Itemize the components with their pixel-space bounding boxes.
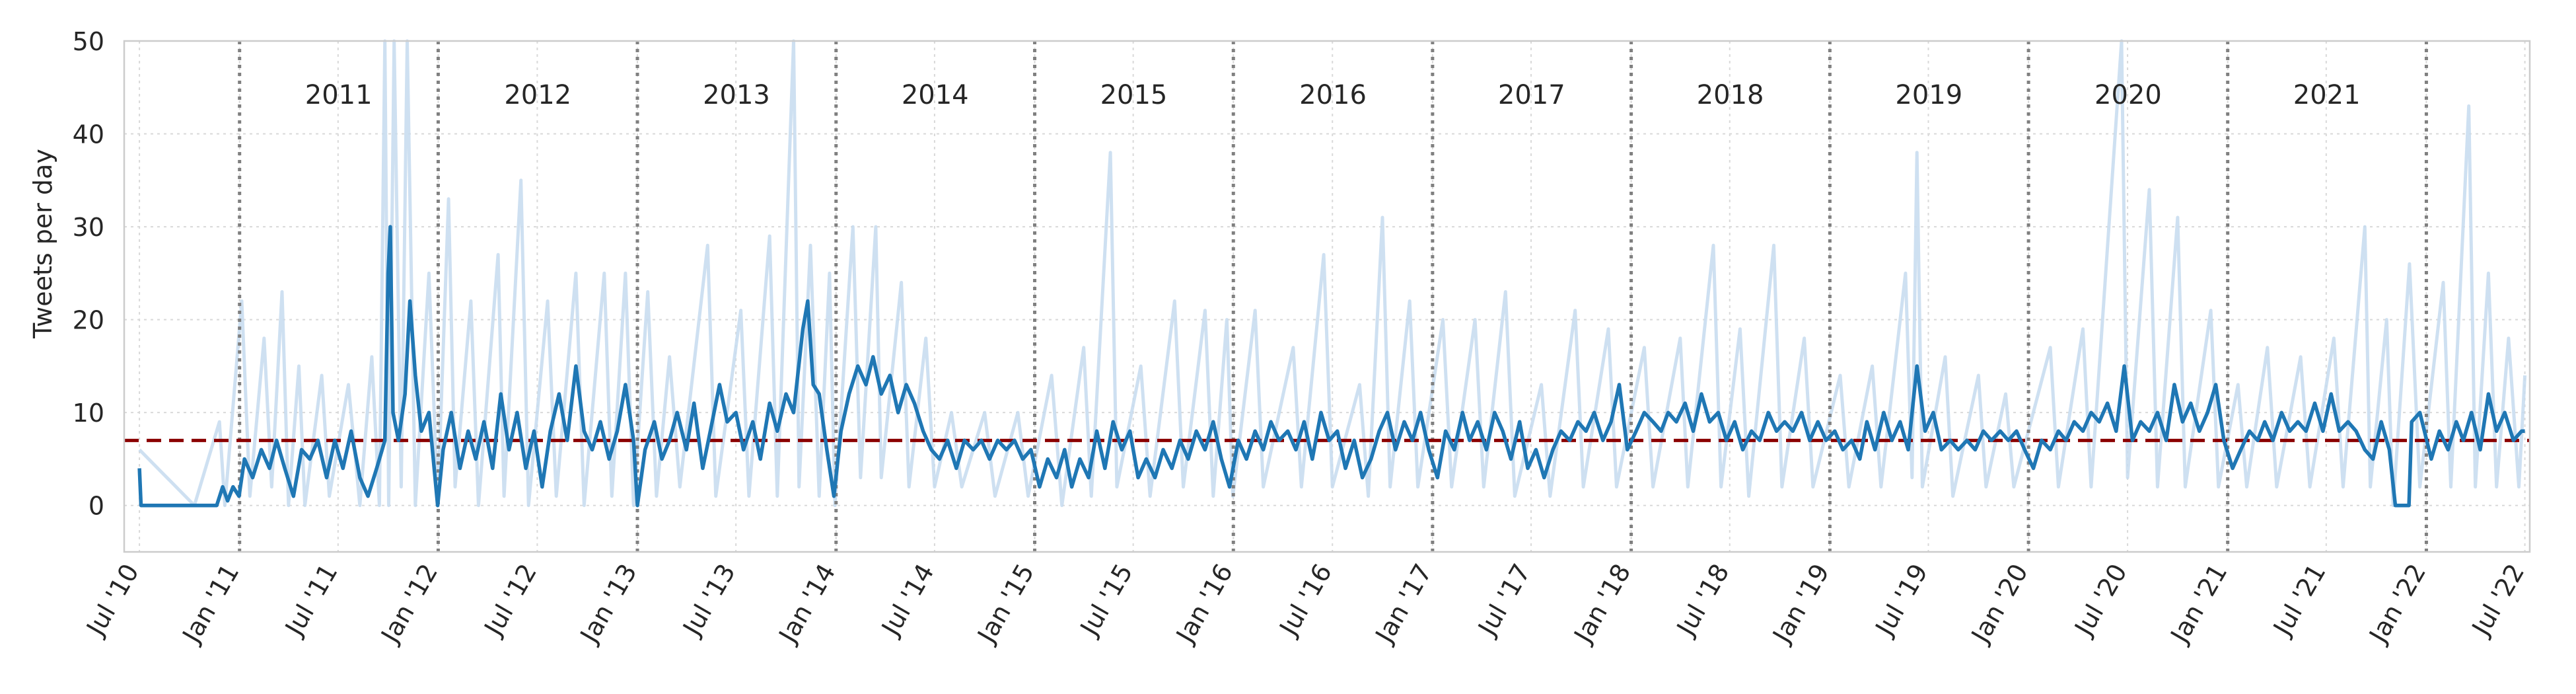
x-tick-label: Jul '15 <box>1074 559 1138 642</box>
plot-background <box>124 41 2530 552</box>
smoothed-line-layer <box>137 225 2525 508</box>
x-tick-label: Jan '15 <box>971 559 1040 649</box>
x-tick-label: Jul '21 <box>2267 559 2331 642</box>
x-tick-label: Jan '18 <box>1568 559 1637 649</box>
x-tick-label: Jan '21 <box>2165 559 2233 649</box>
x-tick-label: Jan '20 <box>1965 559 2034 649</box>
x-tick-label: Jul '10 <box>80 559 144 642</box>
x-tick-label: Jul '13 <box>676 559 740 642</box>
y-tick-label: 50 <box>73 27 104 56</box>
x-tick-label: Jul '11 <box>279 559 343 642</box>
x-tick-label: Jul '22 <box>2466 559 2530 642</box>
grid-layer <box>124 40 2530 552</box>
x-tick-label: Jan '16 <box>1170 559 1238 649</box>
x-tick-layer: Jul '10 Jan '11 Jul '11 Jan '12 Jul '12 Jan '… <box>80 559 2530 648</box>
year-label: 2016 <box>1299 80 1367 110</box>
y-tick-label: 20 <box>73 306 104 335</box>
x-tick-label: Jan '22 <box>2363 559 2431 649</box>
year-label: 2015 <box>1100 80 1168 110</box>
year-label: 2018 <box>1697 80 1764 110</box>
axis-frame-layer <box>123 40 2531 553</box>
year-label: 2021 <box>2293 80 2361 110</box>
x-tick-label: Jul '18 <box>1670 559 1735 642</box>
year-label: 2013 <box>703 80 770 110</box>
x-tick-label: Jan '13 <box>574 559 643 648</box>
x-tick-label: Jul '19 <box>1869 559 1933 642</box>
y-tick-label: 0 <box>89 492 104 521</box>
year-label: 2017 <box>1498 80 1565 110</box>
y-tick-layer: 0 10 20 30 40 50 <box>73 27 104 521</box>
x-tick-label: Jul '20 <box>2068 559 2132 642</box>
x-tick-label: Jul '12 <box>478 559 542 642</box>
year-label: 2012 <box>504 80 571 110</box>
x-tick-label: Jan '17 <box>1369 559 1438 649</box>
x-tick-label: Jan '12 <box>375 559 443 649</box>
year-divider-layer <box>238 41 2428 552</box>
year-label: 2020 <box>2094 80 2162 110</box>
x-tick-label: Jan '14 <box>773 559 841 649</box>
plot-frame <box>123 40 2531 553</box>
x-tick-label: Jul '17 <box>1472 559 1536 642</box>
y-tick-label: 40 <box>73 120 104 149</box>
x-tick-label: Jan '19 <box>1766 559 1835 649</box>
year-label: 2014 <box>902 80 969 110</box>
x-tick-label: Jul '16 <box>1273 559 1338 641</box>
year-label: 2011 <box>305 80 373 110</box>
y-tick-label: 30 <box>73 213 104 242</box>
x-tick-label: Jan '11 <box>176 559 245 649</box>
smoothed-series-line <box>137 225 2525 508</box>
y-tick-label: 10 <box>73 399 104 428</box>
year-label-layer: 2011 2012 2013 2014 2015 2016 2017 2018 2019 2020… <box>305 80 2361 110</box>
year-label: 2019 <box>1895 80 1962 110</box>
y-axis-label: Tweets per day <box>28 149 57 339</box>
x-tick-label: Jul '14 <box>875 559 939 642</box>
